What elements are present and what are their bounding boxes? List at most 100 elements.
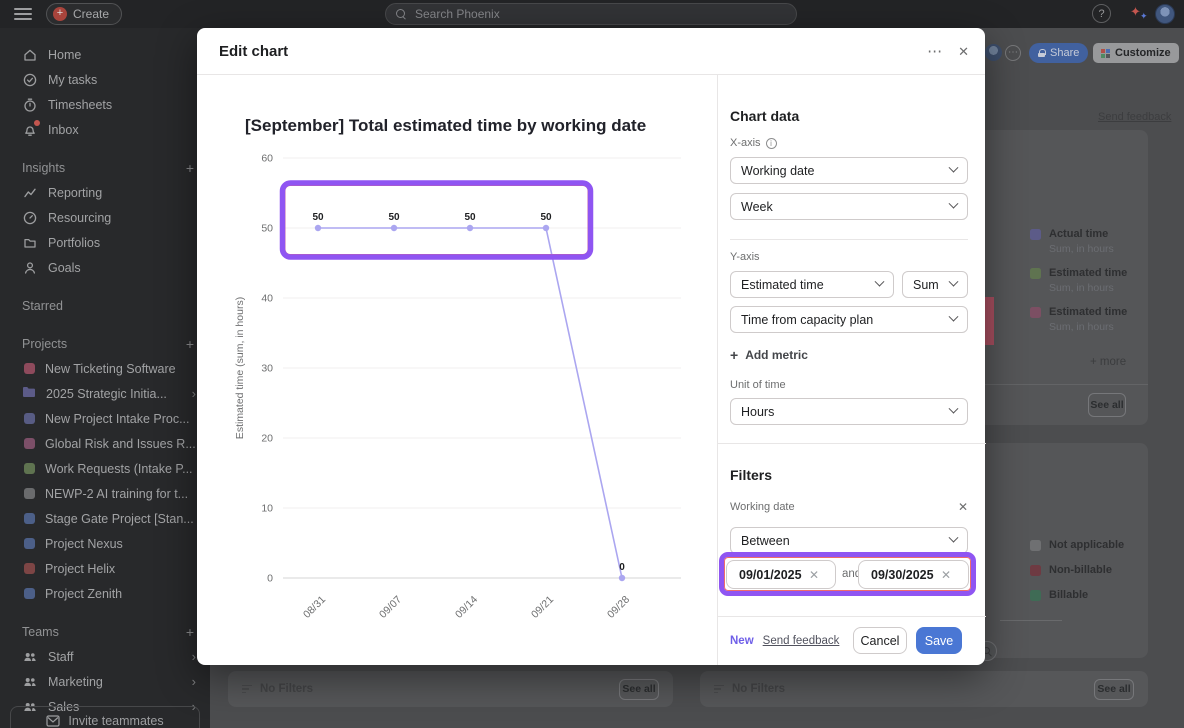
legend-text: Non-billable <box>1049 564 1112 578</box>
date-to-input[interactable] <box>869 566 941 583</box>
team-label: Marketing <box>48 674 103 689</box>
overflow-menu-icon[interactable]: ⋯ <box>927 42 943 60</box>
stopwatch-icon <box>22 97 38 113</box>
share-label: Share <box>1050 47 1080 59</box>
sidebar-section-projects: Projects + <box>22 336 194 352</box>
legend-text: Estimated time Sum, in hours <box>1049 267 1127 295</box>
x-tick-label: 09/14 <box>453 594 480 621</box>
sidebar-project-item[interactable]: Project Nexus <box>0 531 210 556</box>
remove-filter-icon[interactable]: ✕ <box>957 500 968 514</box>
sidebar-item-reporting[interactable]: Reporting <box>0 180 210 205</box>
sidebar-item-label: Goals <box>48 260 81 275</box>
sidebar-item-portfolios[interactable]: Portfolios <box>0 230 210 255</box>
sidebar-item-timesheets[interactable]: Timesheets <box>0 92 210 117</box>
invite-teammates-button[interactable]: Invite teammates <box>10 706 200 728</box>
project-label: Work Requests (Intake P... <box>45 461 193 476</box>
project-label: Project Nexus <box>45 536 123 551</box>
save-button[interactable]: Save <box>916 627 962 654</box>
sidebar-project-item[interactable]: New Project Intake Proc... <box>0 406 210 431</box>
x-axis-granularity-select[interactable]: Week <box>730 193 968 220</box>
filter-name-label: Working date <box>730 501 795 513</box>
send-feedback-link[interactable]: Send feedback <box>762 634 840 647</box>
chevron-right-icon: › <box>191 649 196 664</box>
project-label: 2025 Strategic Initia... <box>46 386 167 401</box>
ai-sparkle-icon[interactable]: ✦ ✦ <box>1130 4 1148 21</box>
cancel-button[interactable]: Cancel <box>853 627 907 654</box>
x-axis-label: X-axis i <box>730 137 777 149</box>
filter-operator-select[interactable]: Between <box>730 527 968 554</box>
bg-share-button[interactable]: Share <box>1029 43 1089 63</box>
y-source-select[interactable]: Time from capacity plan <box>730 306 968 333</box>
sidebar-item-goals[interactable]: Goals <box>0 255 210 280</box>
sidebar-item-inbox[interactable]: Inbox <box>0 117 210 142</box>
y-metric-select[interactable]: Estimated time <box>730 271 894 298</box>
x-axis-select[interactable]: Working date <box>730 157 968 184</box>
bg-see-all-button[interactable]: See all <box>1088 393 1126 417</box>
sidebar-item-label: My tasks <box>48 72 98 87</box>
sidebar-item-resourcing[interactable]: Resourcing <box>0 205 210 230</box>
date-to-field[interactable]: ✕ <box>858 560 969 589</box>
y-aggregation-select[interactable]: Sum <box>902 271 968 298</box>
bg-see-all-button[interactable]: See all <box>1094 678 1134 700</box>
line-chart: 0 10 20 30 40 50 60 Estimated time (sum, in hou… <box>234 153 681 621</box>
people-icon <box>22 699 38 715</box>
x-tick-label: 09/28 <box>605 594 632 621</box>
data-point-label: 50 <box>312 212 324 223</box>
search-bar[interactable] <box>385 3 797 25</box>
y-axis-label: Y-axis <box>730 251 760 263</box>
project-dot-icon <box>24 463 35 474</box>
clear-date-icon[interactable]: ✕ <box>941 567 952 582</box>
create-button[interactable]: + Create <box>46 3 123 25</box>
add-insight-icon[interactable]: + <box>185 160 194 176</box>
sidebar-team-marketing[interactable]: Marketing › <box>0 669 210 694</box>
date-from-input[interactable] <box>737 566 809 583</box>
add-team-icon[interactable]: + <box>185 624 194 640</box>
bg-overflow-icon[interactable]: ⋯ <box>1005 45 1021 61</box>
help-button[interactable]: ? <box>1092 4 1111 23</box>
legend-text: Actual time Sum, in hours <box>1049 228 1114 256</box>
x-tick-label: 09/21 <box>529 594 556 621</box>
bg-nofilters-bar-left: No Filters See all <box>228 671 673 707</box>
people-icon <box>22 674 38 690</box>
create-label: Create <box>73 7 110 21</box>
bg-send-feedback-link[interactable]: Send feedback <box>1098 111 1172 123</box>
sidebar-team-staff[interactable]: Staff › <box>0 644 210 669</box>
search-input[interactable] <box>413 6 786 22</box>
unit-of-time-select[interactable]: Hours <box>730 398 968 425</box>
sidebar-project-item[interactable]: Work Requests (Intake P... <box>0 456 210 481</box>
sidebar-project-item[interactable]: 2025 Strategic Initia... › <box>0 381 210 406</box>
sidebar-item-label: Inbox <box>48 122 79 137</box>
bg-see-all-button[interactable]: See all <box>619 678 659 700</box>
folder-icon <box>22 235 38 251</box>
legend-swatch <box>1030 229 1041 240</box>
close-icon[interactable]: ✕ <box>958 43 969 59</box>
bg-customize-button[interactable]: Customize <box>1093 43 1179 63</box>
add-project-icon[interactable]: + <box>185 336 194 352</box>
sidebar-project-item[interactable]: Stage Gate Project [Stan... <box>0 506 210 531</box>
sidebar-project-item[interactable]: New Ticketing Software <box>0 356 210 381</box>
sidebar-section-teams: Teams + <box>22 624 194 640</box>
sidebar-item-home[interactable]: Home <box>0 42 210 67</box>
chart-settings-panel: Chart data X-axis i Working date Week Y-a… <box>717 75 986 665</box>
user-avatar[interactable] <box>1155 4 1175 24</box>
new-badge: New <box>730 634 754 647</box>
sidebar-project-item[interactable]: Project Zenith <box>0 581 210 606</box>
sidebar-project-item[interactable]: Project Helix <box>0 556 210 581</box>
bg-avatar[interactable] <box>985 44 1002 61</box>
sidebar-item-my-tasks[interactable]: My tasks <box>0 67 210 92</box>
sidebar-project-item[interactable]: NEWP-2 AI training for t... <box>0 481 210 506</box>
clear-date-icon[interactable]: ✕ <box>809 567 820 582</box>
legend-text: Billable <box>1049 589 1088 603</box>
add-metric-button[interactable]: + Add metric <box>730 347 808 363</box>
bg-legend-more[interactable]: + more <box>1090 356 1127 368</box>
project-dot-icon <box>24 488 35 499</box>
sidebar-item-label: Home <box>48 47 82 62</box>
info-icon[interactable]: i <box>765 137 777 149</box>
data-point-label: 50 <box>388 212 400 223</box>
sidebar-item-label: Timesheets <box>48 97 113 112</box>
date-from-field[interactable]: ✕ <box>726 560 836 589</box>
sidebar-project-item[interactable]: Global Risk and Issues R... <box>0 431 210 456</box>
project-dot-icon <box>24 513 35 524</box>
hamburger-menu-icon[interactable] <box>14 8 32 20</box>
edit-chart-modal: Edit chart ⋯ ✕ [September] Total estimat… <box>197 28 986 665</box>
